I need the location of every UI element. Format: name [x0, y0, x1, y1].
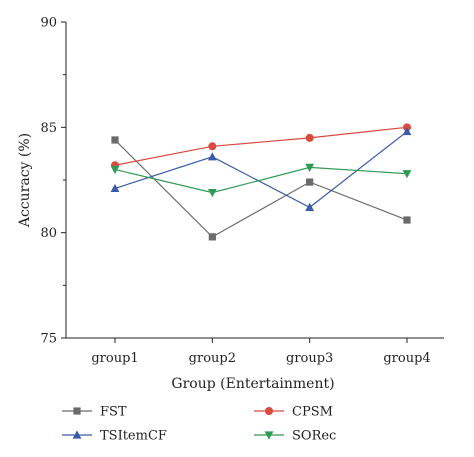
legend-marker-tsitemcf: [72, 430, 82, 439]
data-point-sorec: [402, 170, 412, 179]
series-cpsm: [111, 123, 411, 170]
x-axis-title: Group (Entertainment): [171, 376, 334, 392]
series-group: [110, 123, 412, 241]
y-tick-label: 80: [40, 226, 57, 241]
series-tsitemcf: [110, 126, 412, 211]
data-point-sorec: [110, 165, 120, 175]
data-point-cpsm: [305, 133, 314, 142]
x-tick-label: group3: [286, 351, 333, 366]
y-axis-title: Accuracy (%): [17, 133, 33, 228]
x-tick-label: group4: [383, 351, 430, 366]
legend-marker-sorec: [264, 431, 274, 440]
legend: FST CPSM TSItemCF SORec: [62, 405, 336, 444]
data-point-fst: [403, 216, 411, 224]
data-point-fst: [208, 233, 216, 241]
data-point-sorec: [207, 189, 217, 198]
legend-item-tsitemcf: TSItemCF: [62, 429, 167, 444]
x-ticks: group1 group2 group3 group4: [91, 338, 431, 366]
data-point-tsitemcf: [305, 202, 315, 211]
y-ticks: 75 80 85 90: [40, 16, 66, 347]
legend-label-tsitemcf: TSItemCF: [100, 429, 167, 444]
y-tick-label: 85: [40, 121, 57, 136]
legend-item-cpsm: CPSM: [254, 405, 333, 420]
data-point-tsitemcf: [402, 126, 412, 136]
series-fst: [111, 136, 411, 241]
data-point-tsitemcf: [110, 183, 120, 193]
x-tick-label: group1: [91, 351, 138, 366]
legend-label-sorec: SORec: [292, 429, 336, 444]
series-line-sorec: [114, 166, 408, 194]
x-tick-label: group2: [189, 351, 236, 366]
data-point-sorec: [305, 163, 315, 172]
series-line-tsitemcf: [114, 131, 408, 209]
legend-marker-cpsm: [265, 407, 273, 415]
series-sorec: [110, 163, 412, 198]
y-tick-label: 75: [40, 332, 57, 347]
legend-label-fst: FST: [100, 405, 127, 420]
data-point-tsitemcf: [207, 152, 217, 161]
legend-item-fst: FST: [62, 405, 127, 420]
data-point-fst: [111, 136, 119, 144]
data-point-cpsm: [208, 142, 217, 151]
legend-item-sorec: SORec: [254, 429, 336, 444]
legend-label-cpsm: CPSM: [292, 405, 333, 420]
y-tick-label: 90: [40, 16, 57, 31]
series-line-cpsm: [114, 126, 408, 166]
legend-marker-fst: [73, 407, 81, 415]
data-point-fst: [306, 178, 314, 186]
axes: [65, 22, 444, 339]
series-line-fst: [114, 139, 408, 238]
